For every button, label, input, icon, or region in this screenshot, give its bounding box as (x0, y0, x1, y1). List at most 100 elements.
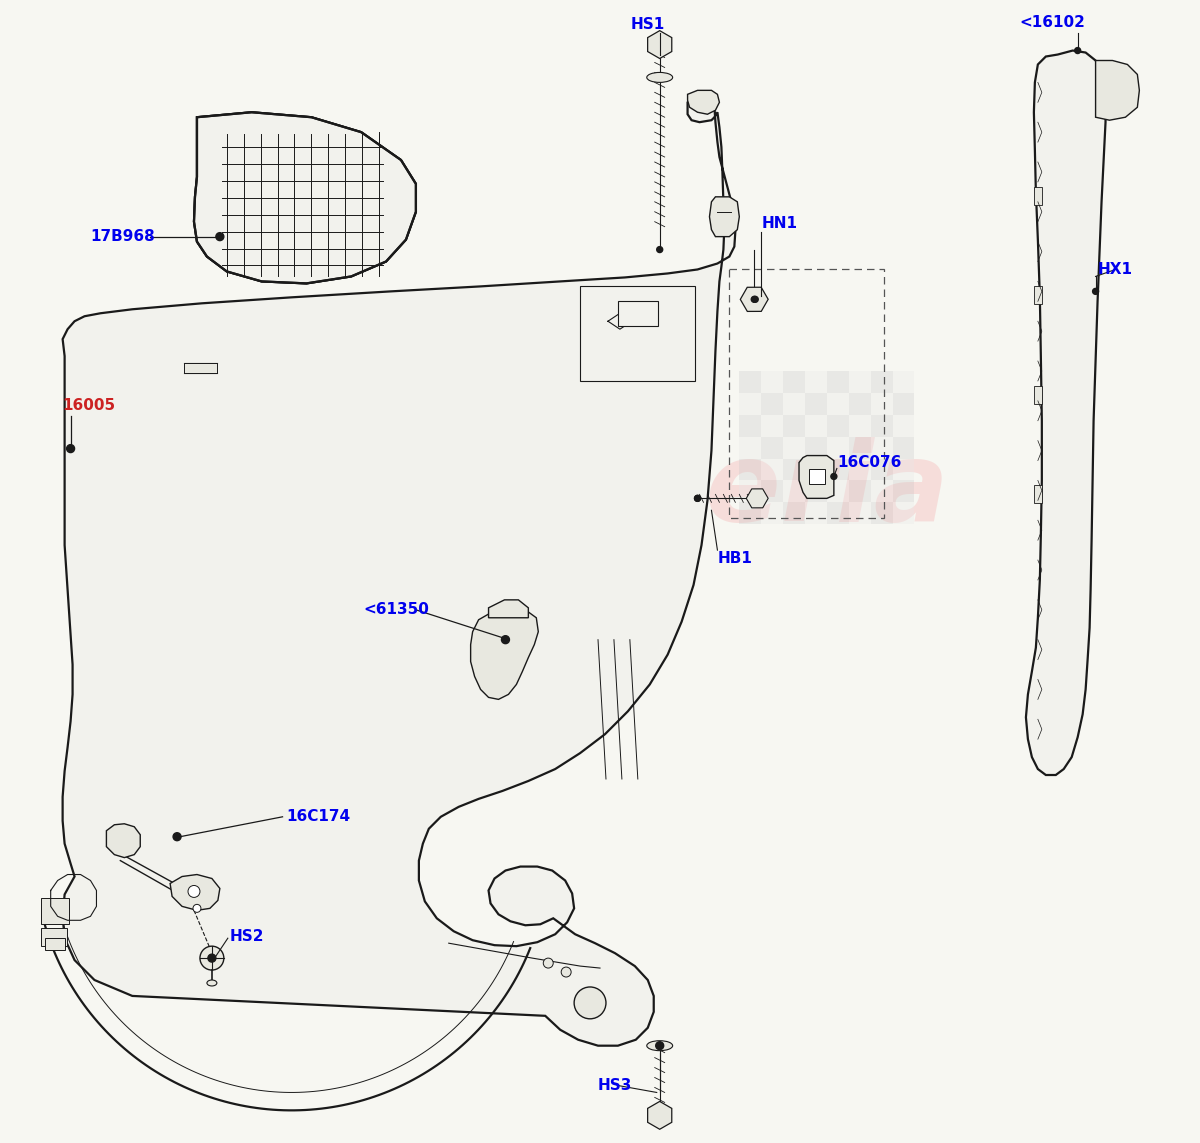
Bar (827, 458, 848, 480)
Bar (827, 393, 848, 415)
Circle shape (695, 495, 701, 502)
Bar (893, 415, 914, 437)
Bar (784, 502, 805, 525)
Text: Scuderia: Scuderia (401, 437, 949, 544)
Bar (893, 502, 914, 525)
Bar (618, 302, 658, 326)
Bar (805, 502, 827, 525)
Circle shape (1075, 48, 1081, 54)
Bar (784, 415, 805, 437)
Bar (761, 371, 784, 393)
Bar (848, 458, 871, 480)
Bar (739, 502, 761, 525)
Bar (848, 415, 871, 437)
Bar (893, 458, 914, 480)
Ellipse shape (647, 1041, 673, 1050)
Circle shape (502, 636, 510, 644)
Bar (761, 393, 784, 415)
Text: <61350: <61350 (364, 602, 430, 617)
Bar (44, 938, 65, 950)
Bar (871, 437, 893, 458)
Bar (827, 502, 848, 525)
Bar (41, 928, 67, 946)
Bar (893, 393, 914, 415)
Text: HS2: HS2 (230, 929, 264, 944)
Bar (893, 437, 914, 458)
Circle shape (67, 445, 74, 453)
Bar (827, 415, 848, 437)
Circle shape (193, 904, 200, 912)
Polygon shape (194, 112, 416, 283)
Circle shape (188, 886, 200, 897)
Text: HX1: HX1 (1098, 262, 1133, 277)
Ellipse shape (206, 980, 217, 986)
Circle shape (830, 473, 836, 479)
Bar (761, 502, 784, 525)
Polygon shape (470, 608, 539, 700)
Bar (1034, 287, 1042, 304)
Bar (739, 458, 761, 480)
Circle shape (655, 1041, 664, 1049)
Bar (827, 371, 848, 393)
Bar (848, 437, 871, 458)
Bar (739, 371, 761, 393)
Bar (784, 458, 805, 480)
Bar (805, 437, 827, 458)
Circle shape (695, 495, 701, 502)
Text: <16102: <16102 (1020, 15, 1086, 30)
Bar (1034, 386, 1042, 403)
Bar (805, 415, 827, 437)
Bar (893, 480, 914, 502)
Bar (761, 437, 784, 458)
Bar (871, 393, 893, 415)
Text: 16C174: 16C174 (287, 809, 350, 824)
Bar (871, 480, 893, 502)
Bar (761, 458, 784, 480)
Text: 16C076: 16C076 (836, 455, 901, 470)
Text: parts: parts (431, 529, 677, 610)
Polygon shape (488, 600, 528, 617)
Bar (848, 502, 871, 525)
Circle shape (752, 296, 758, 302)
Circle shape (208, 954, 216, 962)
Bar (1034, 486, 1042, 503)
Polygon shape (1026, 50, 1105, 775)
Bar (848, 393, 871, 415)
Circle shape (200, 946, 224, 970)
Text: HB1: HB1 (718, 551, 752, 566)
Polygon shape (709, 197, 739, 237)
Bar (784, 437, 805, 458)
Bar (871, 502, 893, 525)
Bar (809, 469, 824, 485)
Bar (805, 458, 827, 480)
Circle shape (656, 247, 662, 253)
Circle shape (1092, 288, 1098, 295)
Circle shape (751, 296, 757, 302)
Polygon shape (107, 824, 140, 857)
Bar (827, 437, 848, 458)
Text: 17B968: 17B968 (90, 229, 155, 245)
Bar (871, 415, 893, 437)
Bar (1034, 186, 1042, 205)
Circle shape (216, 233, 224, 241)
Polygon shape (1096, 61, 1139, 120)
Bar (805, 371, 827, 393)
Bar (761, 415, 784, 437)
Bar (739, 393, 761, 415)
Bar (871, 371, 893, 393)
Circle shape (574, 986, 606, 1018)
Bar (848, 480, 871, 502)
Polygon shape (688, 90, 720, 114)
Text: 16005: 16005 (62, 398, 115, 414)
Circle shape (173, 833, 181, 841)
Bar (871, 458, 893, 480)
Bar (739, 437, 761, 458)
Text: HS1: HS1 (631, 17, 665, 32)
Bar (41, 898, 68, 925)
Polygon shape (170, 874, 220, 910)
Bar (827, 480, 848, 502)
Bar (893, 371, 914, 393)
Bar (739, 480, 761, 502)
Circle shape (656, 1042, 662, 1048)
Bar (784, 371, 805, 393)
